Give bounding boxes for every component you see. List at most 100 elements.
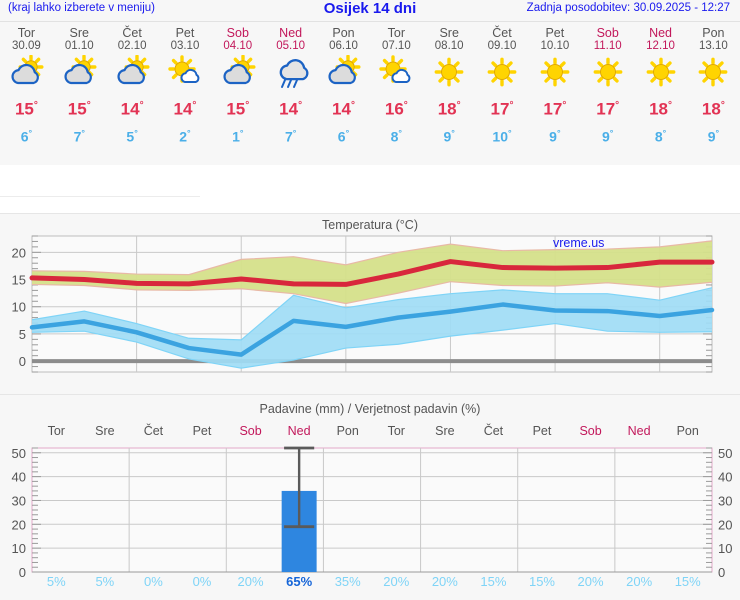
tmax-value: 17 — [490, 99, 510, 119]
temperature-max: 18° — [687, 93, 740, 123]
day-date: 11.10 — [593, 40, 622, 52]
temperature-max: 14° — [159, 93, 212, 123]
tmax-value: 18 — [437, 99, 457, 119]
day-date: 03.10 — [170, 40, 200, 52]
day-of-week: Pon — [332, 26, 355, 40]
precip-y-tick-left: 0 — [19, 565, 26, 580]
day-date: 07.10 — [381, 40, 411, 52]
temperature-min: 9° — [581, 123, 634, 147]
day-date: 13.10 — [699, 40, 728, 52]
precip-y-tick-left: 40 — [12, 470, 26, 485]
degree-symbol: ° — [609, 127, 614, 138]
temp-y-tick: 20 — [12, 245, 26, 260]
sun-icon — [528, 53, 581, 93]
day-of-week: Sre — [439, 26, 459, 40]
degree-symbol: ° — [508, 127, 512, 138]
day-date: 30.09 — [12, 40, 41, 52]
degree-symbol: ° — [139, 100, 144, 111]
degree-symbol: ° — [298, 100, 303, 111]
temperature-max: 18° — [634, 93, 687, 123]
tmin-value: 7 — [284, 128, 293, 145]
degree-symbol: ° — [715, 127, 720, 138]
tmin-value: 2 — [179, 128, 188, 145]
temperature-max: 15° — [211, 93, 264, 123]
forecast-day-header: Čet 02.10 — [106, 24, 159, 53]
forecast-icon-row — [0, 53, 740, 93]
forecast-day-header: Ned 12.10 — [634, 24, 687, 53]
temperature-max: 14° — [106, 93, 159, 123]
precip-y-tick-left: 50 — [12, 446, 26, 461]
degree-symbol: ° — [615, 100, 620, 111]
degree-symbol: ° — [350, 100, 355, 111]
tmax-value: 14 — [120, 99, 140, 119]
day-date: 08.10 — [434, 40, 464, 52]
temperature-chart-canvas: 0 5 10 15 20 — [12, 235, 715, 373]
temperature-chart-title: Temperatura (°C) — [322, 218, 418, 232]
temperature-max: 17° — [476, 93, 529, 123]
temp-y-tick: 10 — [12, 300, 26, 315]
temperature-chart: Temperatura (°C) 0 5 10 15 20 — [0, 214, 740, 394]
forecast-day-header: Pon 06.10 — [317, 24, 370, 53]
separator-line-c — [0, 394, 740, 395]
degree-symbol: ° — [403, 100, 408, 111]
tmax-value: 16 — [384, 99, 404, 119]
precip-probability-label: 15% — [528, 574, 555, 589]
header-divider — [0, 21, 740, 22]
temperature-max: 15° — [53, 93, 106, 123]
sun-small-cloud-icon — [159, 53, 212, 93]
tmin-value: 9 — [549, 128, 557, 145]
temperature-min: 1° — [211, 123, 264, 147]
day-date: 12.10 — [646, 40, 675, 52]
precip-day-label: Pet — [192, 424, 212, 438]
temperature-max: 17° — [528, 93, 581, 123]
precip-probability-label: 20% — [431, 574, 458, 589]
precip-y-tick-right: 30 — [718, 493, 732, 508]
precip-y-tick-left: 20 — [12, 517, 26, 532]
tmax-value: 17 — [543, 99, 563, 119]
degree-symbol: ° — [662, 127, 667, 138]
precip-day-label: Sre — [95, 424, 115, 438]
tmax-value: 14 — [173, 99, 193, 119]
degree-symbol: ° — [451, 127, 455, 138]
location-menu-note: (kraj lahko izberete v meniju) — [8, 2, 156, 14]
day-of-week: Ned — [279, 26, 303, 40]
header-bar: (kraj lahko izberete v meniju) Osijek 14… — [0, 0, 740, 20]
temperature-min: 10° — [476, 123, 529, 147]
day-of-week: Pet — [545, 26, 565, 40]
day-of-week: Tor — [17, 26, 36, 40]
day-of-week: Sob — [596, 26, 619, 40]
forecast-day-header: Čet 09.10 — [476, 24, 529, 53]
temperature-max: 16° — [370, 93, 423, 123]
precip-probability-label: 20% — [383, 574, 410, 589]
tmin-value: 6 — [337, 128, 346, 145]
temperature-min: 9° — [528, 123, 581, 147]
forecast-day-header: Pet 10.10 — [528, 24, 581, 53]
precip-day-label: Čet — [143, 424, 164, 438]
tmax-value: 14 — [332, 99, 351, 119]
forecast-table: Tor 30.09 Sre 01.10 Čet 02.10 Pet 03.10 Sob 04.10… — [0, 24, 740, 146]
day-date: 02.10 — [117, 40, 147, 52]
precip-day-label: Pon — [336, 424, 359, 438]
tmin-value: 9 — [707, 128, 716, 145]
temperature-min: 8° — [370, 123, 423, 147]
precip-probability-label: 35% — [334, 574, 361, 589]
tmin-value: 5 — [126, 128, 135, 145]
degree-symbol: ° — [345, 127, 350, 138]
degree-symbol: ° — [86, 100, 91, 111]
temp-y-tick: 15 — [12, 273, 26, 288]
sun-behind-cloud-icon — [0, 53, 53, 93]
sun-behind-cloud-icon — [317, 53, 370, 93]
temperature-min: 7° — [53, 123, 106, 147]
forecast-day-header: Sob 11.10 — [581, 24, 634, 53]
precip-day-label: Tor — [387, 424, 405, 438]
separator-line-b — [0, 213, 740, 214]
precip-probability-label: 20% — [577, 574, 604, 589]
degree-symbol: ° — [28, 127, 33, 138]
day-date: 01.10 — [64, 40, 94, 52]
day-of-week: Tor — [387, 26, 406, 40]
page-title: Osijek 14 dni — [323, 0, 417, 17]
tmin-value: 9 — [443, 128, 452, 145]
forecast-day-header: Tor 07.10 — [370, 24, 423, 53]
precip-y-tick-right: 10 — [718, 541, 732, 556]
